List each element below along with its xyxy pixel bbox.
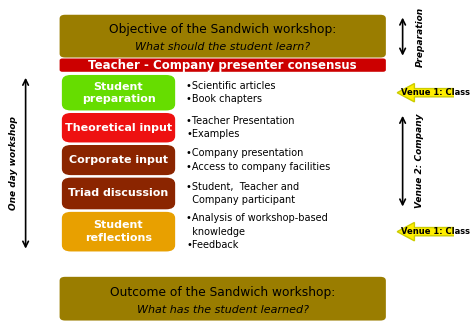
Text: Teacher - Company presenter consensus: Teacher - Company presenter consensus: [89, 59, 357, 72]
Text: Student
reflections: Student reflections: [85, 220, 152, 243]
Text: One day workshop: One day workshop: [9, 116, 18, 210]
Text: Venue 1: Class: Venue 1: Class: [401, 227, 470, 236]
Text: Venue 2: Company: Venue 2: Company: [415, 114, 424, 208]
FancyArrow shape: [397, 83, 463, 102]
Text: Objective of the Sandwich workshop:: Objective of the Sandwich workshop:: [109, 23, 337, 36]
FancyBboxPatch shape: [62, 212, 175, 251]
Text: What has the student learned?: What has the student learned?: [137, 304, 309, 315]
Text: Triad discussion: Triad discussion: [68, 188, 169, 199]
FancyBboxPatch shape: [62, 75, 175, 111]
Text: •Company presentation
•Access to company facilities: •Company presentation •Access to company…: [186, 148, 331, 172]
Text: •Scientific articles
•Book chapters: •Scientific articles •Book chapters: [186, 81, 276, 104]
FancyBboxPatch shape: [62, 145, 175, 175]
Text: What should the student learn?: What should the student learn?: [135, 42, 310, 52]
Text: Preparation: Preparation: [415, 7, 424, 67]
Text: •Student,  Teacher and
  Company participant: •Student, Teacher and Company participan…: [186, 182, 300, 205]
Text: Outcome of the Sandwich workshop:: Outcome of the Sandwich workshop:: [110, 286, 336, 299]
FancyBboxPatch shape: [62, 178, 175, 209]
Text: Theoretical input: Theoretical input: [65, 123, 172, 133]
Text: Corporate input: Corporate input: [69, 155, 168, 165]
FancyBboxPatch shape: [60, 58, 386, 72]
FancyBboxPatch shape: [60, 277, 386, 320]
FancyArrow shape: [397, 222, 463, 241]
FancyBboxPatch shape: [60, 15, 386, 57]
FancyBboxPatch shape: [62, 113, 175, 142]
Text: Venue 1: Class: Venue 1: Class: [401, 88, 470, 97]
Text: Student
preparation: Student preparation: [82, 82, 155, 104]
Text: •Teacher Presentation
•Examples: •Teacher Presentation •Examples: [186, 116, 295, 139]
Text: •Analysis of workshop-based
  knowledge
•Feedback: •Analysis of workshop-based knowledge •F…: [186, 214, 328, 250]
